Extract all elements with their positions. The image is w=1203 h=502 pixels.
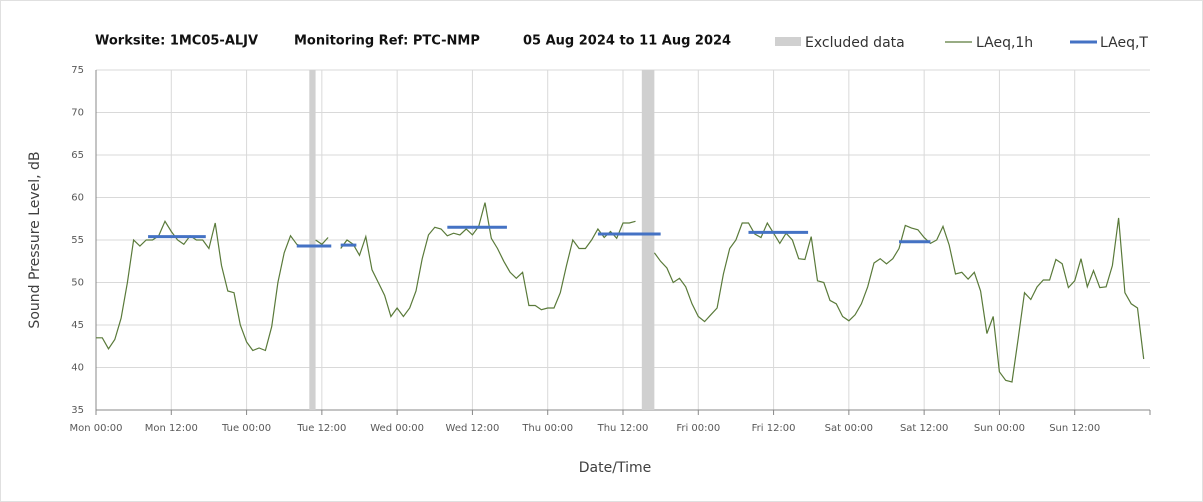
x-tick-label: Sat 00:00 [825, 423, 873, 434]
y-tick-label: 50 [71, 278, 84, 289]
y-tick-label: 60 [71, 193, 84, 204]
x-tick-label: Thu 00:00 [521, 423, 573, 434]
x-tick-label: Mon 12:00 [145, 423, 198, 434]
x-tick-label: Sat 12:00 [900, 423, 948, 434]
y-tick-label: 40 [71, 363, 84, 374]
x-tick-label: Tue 00:00 [221, 423, 271, 434]
x-tick-label: Fri 12:00 [752, 423, 796, 434]
x-tick-label: Tue 12:00 [296, 423, 346, 434]
y-tick-label: 65 [71, 150, 84, 161]
y-tick-label: 75 [71, 65, 84, 76]
legend-label: LAeq,1h [976, 35, 1033, 51]
y-axis-label: Sound Pressure Level, dB [27, 151, 43, 328]
x-tick-label: Fri 00:00 [676, 423, 720, 434]
line-series [96, 202, 1145, 383]
y-tick-label: 55 [71, 235, 84, 246]
x-tick-label: Mon 00:00 [69, 423, 122, 434]
chart-period: 05 Aug 2024 to 11 Aug 2024 [523, 34, 731, 49]
chart-subtitle: Monitoring Ref: PTC-NMP [294, 34, 480, 49]
y-tick-label: 45 [71, 320, 84, 331]
legend-label: Excluded data [805, 35, 905, 51]
x-tick-label: Wed 00:00 [370, 423, 424, 434]
x-axis-label: Date/Time [579, 460, 651, 476]
legend-label: LAeq,T [1100, 35, 1148, 51]
legend-swatch [775, 37, 801, 46]
x-tick-label: Wed 12:00 [446, 423, 500, 434]
x-tick-label: Sun 00:00 [974, 423, 1025, 434]
y-tick-label: 70 [71, 108, 84, 119]
excluded-band [641, 70, 655, 410]
x-tick-label: Sun 12:00 [1049, 423, 1100, 434]
y-tick-label: 35 [71, 405, 84, 416]
x-tick-label: Thu 12:00 [597, 423, 649, 434]
chart-title: Worksite: 1MC05-ALJV [95, 34, 258, 49]
excluded-band [309, 70, 316, 410]
